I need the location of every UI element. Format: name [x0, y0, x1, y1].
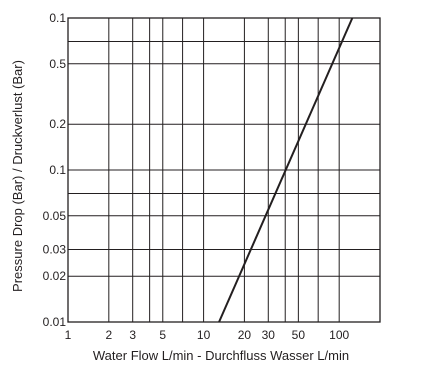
y-tick-label: 0.05 [43, 209, 67, 223]
y-tick-label: 0.1 [49, 11, 66, 25]
y-tick-label: 0.2 [49, 117, 66, 131]
x-tick-label: 30 [262, 328, 276, 342]
x-tick-label: 50 [292, 328, 306, 342]
x-tick-label: 10 [197, 328, 211, 342]
grid-lines [68, 18, 380, 322]
y-tick-label: 0.03 [43, 242, 67, 256]
x-tick-label: 5 [159, 328, 166, 342]
x-tick-label: 3 [129, 328, 136, 342]
y-axis-title: Pressure Drop (Bar) / Druckverlust (Bar) [10, 60, 25, 292]
series-layer [218, 17, 354, 323]
pressure-drop-line [218, 17, 354, 323]
y-tick-label: 0.1 [49, 163, 66, 177]
y-tick-labels: 0.01 0.02 0.03 0.05 0.1 0.2 0.5 0.1 [43, 11, 67, 329]
x-tick-label: 2 [105, 328, 112, 342]
y-tick-label: 0.01 [43, 315, 67, 329]
y-tick-label: 0.5 [49, 57, 66, 71]
x-axis-title: Water Flow L/min - Durchfluss Wasser L/m… [93, 348, 349, 363]
x-tick-label: 20 [238, 328, 252, 342]
x-tick-labels: 1 2 3 5 10 20 30 50 100 [65, 328, 350, 342]
y-tick-label: 0.02 [43, 269, 67, 283]
x-tick-label: 1 [65, 328, 72, 342]
x-tick-label: 100 [329, 328, 349, 342]
plot-frame [67, 17, 381, 323]
